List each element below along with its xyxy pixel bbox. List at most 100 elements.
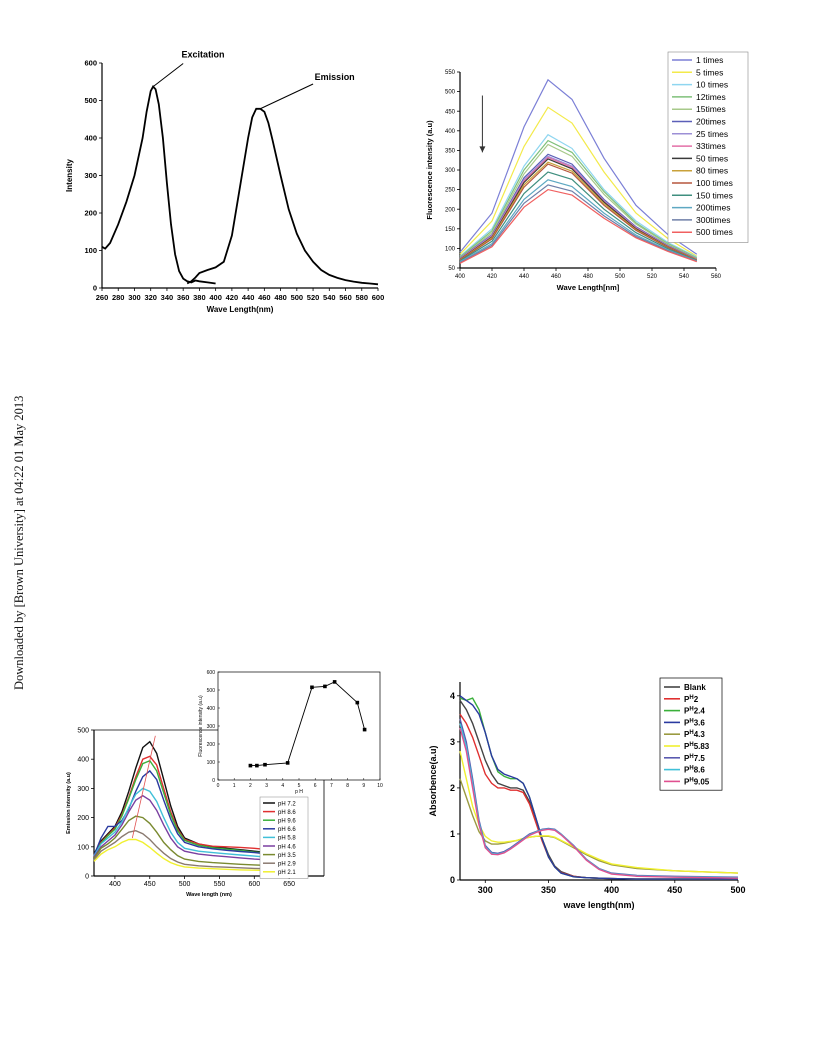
y-tick-label: 500 (77, 727, 89, 734)
x-tick-label: 560 (711, 274, 722, 280)
x-tick-label: 540 (679, 274, 690, 280)
y-tick-label: 450 (445, 109, 456, 115)
legend-label: pH 5.8 (278, 836, 296, 842)
y-tick-label: 350 (445, 149, 456, 155)
series-line (459, 695, 738, 880)
legend-box (659, 677, 723, 791)
inset-x-tick-label: 2 (249, 783, 252, 789)
inset-y-tick-label: 100 (207, 760, 216, 766)
legend-label: PH8.6 (684, 766, 705, 775)
y-tick-label: 3 (450, 737, 455, 747)
y-axis-label: Emission intensity (a.u) (66, 772, 72, 834)
x-tick-label: 500 (615, 274, 626, 280)
series-line (93, 829, 283, 870)
legend-label: PH4.3 (684, 730, 705, 739)
legend-label: PH3.6 (684, 718, 705, 727)
legend-label: pH 2.9 (278, 862, 296, 868)
legend-label: PH2 (684, 695, 699, 704)
legend-label: pH 8.6 (278, 810, 296, 816)
inset-point (362, 727, 367, 732)
y-tick-label: 200 (445, 207, 456, 213)
series-line (459, 171, 698, 262)
legend-label: 500 times (696, 227, 733, 237)
y-axis-label: Fluorescence intensity (a.u) (425, 120, 434, 220)
inset-x-tick-label: 8 (346, 783, 349, 789)
series-line (93, 787, 283, 860)
x-tick-label: 400 (109, 881, 121, 888)
inset-point (355, 700, 360, 705)
series-line (459, 163, 698, 261)
legend-label: 20times (696, 117, 726, 127)
x-tick-label: 580 (356, 293, 369, 302)
y-tick-label: 600 (84, 59, 97, 68)
axes: 300 350 400 450 500 0 1 2 3 4 wave length(nm) Absor… (428, 682, 746, 910)
x-tick-label: 460 (258, 293, 271, 302)
x-tick-label: 440 (242, 293, 255, 302)
x-tick-label: 500 (179, 881, 191, 888)
legend-label: 1 times (696, 55, 723, 65)
series-line (459, 139, 698, 259)
y-tick-label: 200 (84, 209, 97, 218)
inset-x-tick-label: 6 (314, 783, 317, 789)
x-tick-label: 500 (291, 293, 304, 302)
x-tick-label: 450 (144, 881, 156, 888)
legend-label: 25 times (696, 129, 728, 139)
series-line (459, 184, 698, 264)
watermark-text: Downloaded by [Brown University] at 04:2… (12, 395, 26, 690)
absorbance-ph-chart: 300 350 400 450 500 0 1 2 3 4 wave length(nm) Absor… (428, 677, 746, 910)
series-line (93, 815, 283, 867)
x-tick-label: 350 (541, 885, 556, 895)
peak-shift-line (131, 735, 156, 839)
legend-label: PH5.83 (684, 742, 710, 751)
inset-x-tick-label: 7 (330, 783, 333, 789)
x-tick-label: 460 (551, 274, 562, 280)
inset-point (263, 762, 267, 767)
legend-label: pH 9.6 (278, 819, 296, 825)
x-tick-label: 440 (519, 274, 530, 280)
y-tick-label: 4 (450, 691, 455, 701)
y-tick-label: 50 (448, 266, 455, 272)
legend-label: pH 6.6 (278, 827, 296, 833)
series-line (93, 794, 283, 862)
legend-label: pH 4.6 (278, 844, 296, 850)
x-tick-label: 380 (193, 293, 206, 302)
x-tick-label: 540 (323, 293, 336, 302)
excitation-annotation: Excitation (182, 50, 225, 60)
legend-label: 150 times (696, 190, 733, 200)
emission-annotation: Emission (315, 72, 355, 82)
x-tick-label: 480 (274, 293, 287, 302)
x-tick-label: 400 (455, 274, 466, 280)
x-tick-label: 420 (226, 293, 239, 302)
inset-point (248, 763, 253, 768)
legend-label: pH 3.5 (278, 853, 296, 859)
inset-point (323, 684, 327, 689)
inset-y-axis-label: Fluorescence intensity (a.u) (198, 695, 204, 757)
excitation-arrow (152, 63, 184, 88)
y-tick-label: 400 (84, 134, 97, 143)
inset-y-tick-label: 600 (207, 670, 216, 676)
emission-curve (186, 107, 379, 286)
legend-label: 33times (696, 141, 726, 151)
x-tick-label: 600 (248, 881, 260, 888)
x-tick-label: 520 (307, 293, 320, 302)
inset-y-tick-label: 0 (212, 778, 215, 784)
legend-label: 80 times (696, 166, 728, 176)
legend-label: 15times (696, 104, 726, 114)
inset-point (285, 761, 290, 765)
series-line (459, 106, 698, 257)
y-tick-label: 300 (445, 168, 456, 174)
series-line (459, 143, 698, 259)
x-tick-label: 500 (730, 885, 745, 895)
y-tick-label: 150 (445, 227, 456, 233)
y-tick-label: 0 (450, 875, 455, 885)
y-tick-label: 250 (445, 188, 456, 194)
x-tick-label: 400 (209, 293, 222, 302)
x-axis-label: Wave Length[nm] (557, 283, 620, 292)
legend-label: 50 times (696, 153, 728, 163)
legend-label: Blank (684, 683, 706, 692)
y-tick-label: 2 (450, 783, 455, 793)
legend: Blank PH2 PH2.4 PH3.6 PH4.3 PH5.83 PH7.5 PH8.6 P… (659, 677, 723, 791)
y-tick-label: 100 (445, 247, 456, 253)
axes: 260 280 300 320 340 360 380 400 420 440 460 480 500 5… (65, 59, 384, 314)
